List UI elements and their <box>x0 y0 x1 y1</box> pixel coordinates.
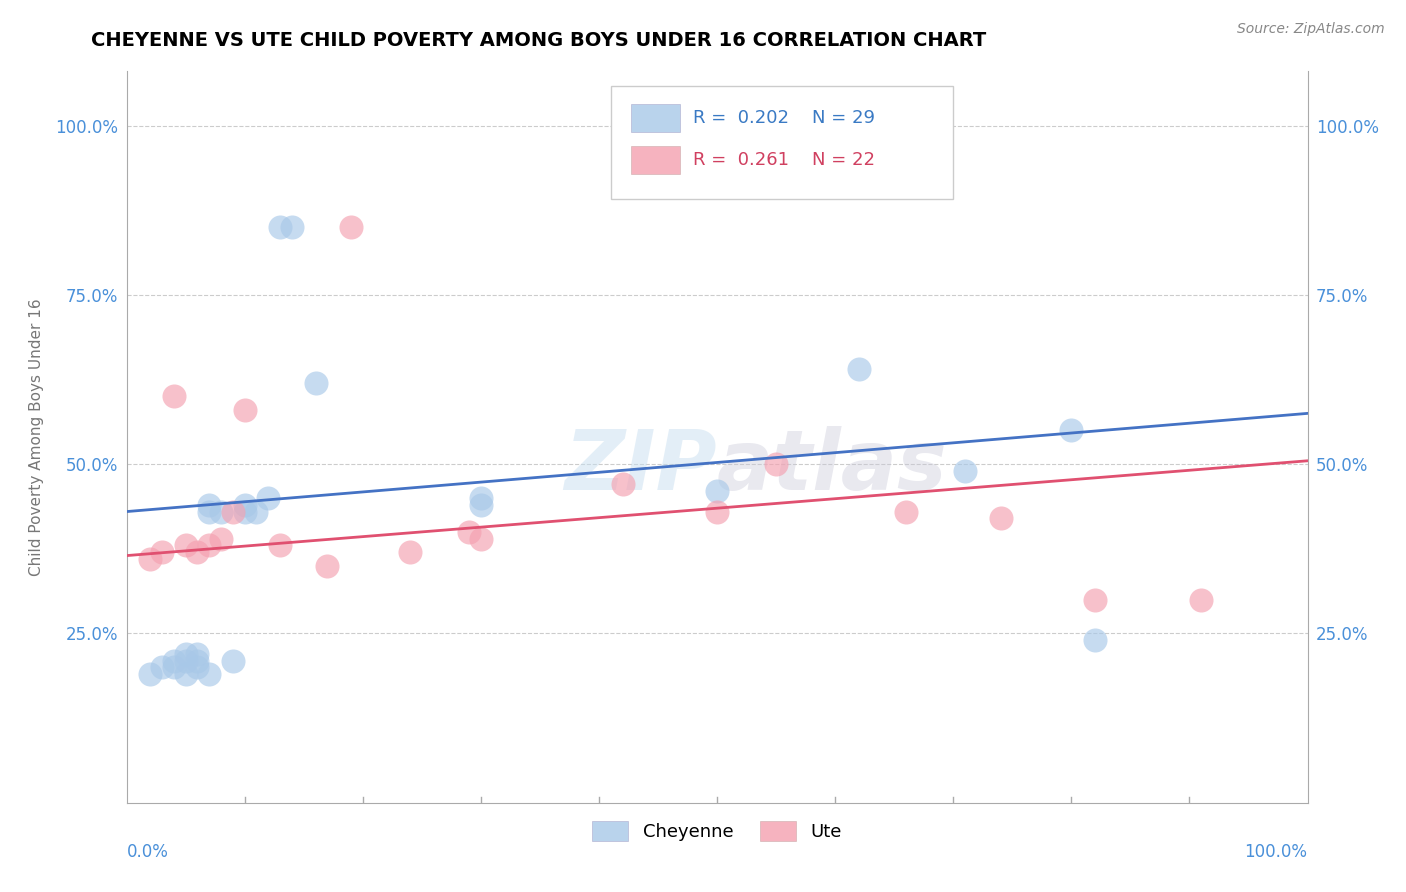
Point <box>163 389 186 403</box>
FancyBboxPatch shape <box>631 146 681 174</box>
Legend: Cheyenne, Ute: Cheyenne, Ute <box>585 814 849 848</box>
Y-axis label: Child Poverty Among Boys Under 16: Child Poverty Among Boys Under 16 <box>30 298 44 576</box>
Point <box>174 667 197 681</box>
Point <box>612 477 634 491</box>
Text: ZIP: ZIP <box>564 425 717 507</box>
Point <box>281 220 304 235</box>
Point <box>233 403 256 417</box>
Point <box>706 505 728 519</box>
Point <box>139 667 162 681</box>
Point <box>198 498 221 512</box>
Point <box>174 647 197 661</box>
Point <box>186 660 208 674</box>
Point <box>1084 633 1107 648</box>
Point <box>990 511 1012 525</box>
Point <box>186 647 208 661</box>
Point <box>163 660 186 674</box>
Point <box>198 538 221 552</box>
Point <box>765 457 787 471</box>
Point <box>1060 423 1083 437</box>
Point <box>340 220 363 235</box>
Point <box>150 545 173 559</box>
Point <box>174 654 197 668</box>
Point <box>399 545 422 559</box>
Point <box>198 505 221 519</box>
Point <box>233 505 256 519</box>
FancyBboxPatch shape <box>610 86 953 200</box>
Point <box>209 505 232 519</box>
Point <box>470 491 492 505</box>
Point <box>458 524 481 539</box>
Point <box>706 484 728 499</box>
Point <box>269 220 291 235</box>
Text: Source: ZipAtlas.com: Source: ZipAtlas.com <box>1237 22 1385 37</box>
Text: 0.0%: 0.0% <box>127 843 169 861</box>
Point <box>316 558 339 573</box>
Point <box>470 498 492 512</box>
Text: CHEYENNE VS UTE CHILD POVERTY AMONG BOYS UNDER 16 CORRELATION CHART: CHEYENNE VS UTE CHILD POVERTY AMONG BOYS… <box>91 31 987 50</box>
Text: 100.0%: 100.0% <box>1244 843 1308 861</box>
Point <box>150 660 173 674</box>
Point <box>186 654 208 668</box>
Text: R =  0.202    N = 29: R = 0.202 N = 29 <box>693 109 876 128</box>
Point <box>245 505 267 519</box>
Point <box>269 538 291 552</box>
Point <box>198 667 221 681</box>
Text: atlas: atlas <box>717 425 948 507</box>
Point <box>186 545 208 559</box>
Point <box>163 654 186 668</box>
Point <box>222 654 245 668</box>
Point <box>209 532 232 546</box>
Point <box>304 376 326 390</box>
Point <box>257 491 280 505</box>
Point <box>470 532 492 546</box>
FancyBboxPatch shape <box>631 104 681 132</box>
Point <box>233 498 256 512</box>
Text: R =  0.261    N = 22: R = 0.261 N = 22 <box>693 151 876 169</box>
Point <box>894 505 917 519</box>
Point <box>139 552 162 566</box>
Point <box>848 362 870 376</box>
Point <box>222 505 245 519</box>
Point <box>1189 592 1212 607</box>
Point <box>953 464 976 478</box>
Point <box>174 538 197 552</box>
Point <box>1084 592 1107 607</box>
